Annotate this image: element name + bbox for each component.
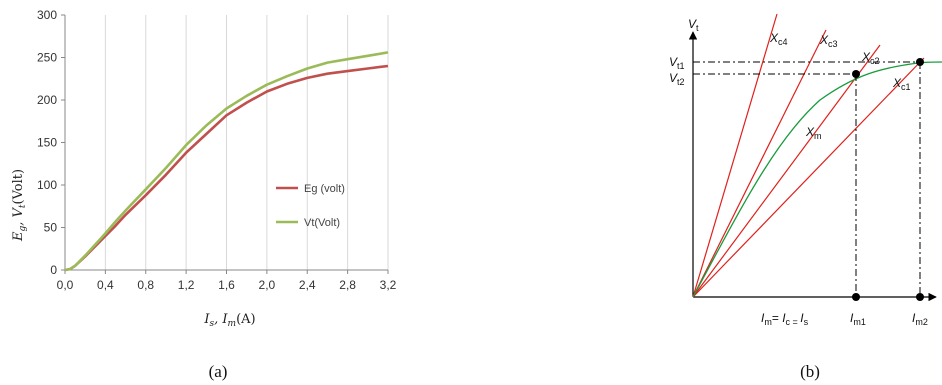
y-tick-label: 100 (37, 178, 57, 192)
chart-a-x-axis-title: Is, Im(A) (203, 312, 255, 329)
chart-a-axes (61, 14, 389, 274)
chart-a-series (64, 51, 389, 272)
label-im1: Im1 (850, 311, 866, 327)
chart-a-x-ticks: 0,0 0,4 0,8 1,2 1,6 2,0 2,4 2,8 3,2 (57, 278, 397, 292)
line-xc3 (692, 29, 827, 298)
x-tick-label: 1,2 (178, 278, 195, 292)
point-im2 (916, 293, 924, 301)
x-tick-label: 2,4 (299, 278, 316, 292)
y-tick-label: 0 (50, 263, 57, 277)
label-xc2: Xc2 (861, 50, 880, 66)
y-tick-label: 50 (44, 221, 58, 235)
x-tick-label: 2,8 (339, 278, 356, 292)
point-operating-1 (916, 58, 924, 66)
x-tick-label: 2,0 (259, 278, 276, 292)
chart-a-gridlines (64, 15, 389, 270)
series-line-vt (64, 51, 389, 272)
label-xc4: Xc4 (769, 31, 788, 47)
y-tick-label: 250 (37, 51, 57, 65)
label-xc1: Xc1 (892, 76, 911, 92)
chart-a-legend: Eg (volt) Vt(Volt) (276, 183, 345, 229)
chart-a-y-ticks: 0 50 100 150 200 250 300 (37, 8, 57, 277)
legend-label: Eg (volt) (304, 183, 345, 195)
y-tick-label: 200 (37, 93, 57, 107)
magnetization-chart: 0,0 0,4 0,8 1,2 1,6 2,0 2,4 2,8 3,2 0 50 100 150 200… (11, 8, 397, 381)
x-tick-label: 1,6 (218, 278, 235, 292)
label-xm: Xm (805, 125, 822, 141)
label-im2: Im2 (912, 311, 928, 327)
point-operating-2 (852, 70, 860, 78)
point-im1 (852, 293, 860, 301)
chart-a-y-axis-title: Eg, Vt(Volt) (11, 169, 28, 242)
y-tick-label: 150 (37, 136, 57, 150)
x-tick-label: 0,8 (137, 278, 154, 292)
line-xc1 (692, 57, 925, 298)
magnetization-curve-xm (692, 61, 942, 298)
legend-label: Vt(Volt) (304, 217, 340, 229)
chart-a-caption: (a) (209, 362, 228, 381)
chart-b-caption: (b) (800, 362, 820, 381)
y-tick-label: 300 (37, 8, 57, 22)
line-xc4 (692, 13, 778, 298)
x-tick-label: 0,0 (57, 278, 74, 292)
x-tick-label: 3,2 (380, 278, 397, 292)
label-vt1: Vt1 (669, 55, 685, 71)
label-vt-axis: Vt (688, 17, 699, 33)
label-vt2: Vt2 (669, 71, 685, 87)
label-x-axis: Im= Ic = Is (761, 311, 809, 327)
label-xc3: Xc3 (819, 33, 838, 49)
x-tick-label: 0,4 (97, 278, 114, 292)
line-xc2 (692, 44, 881, 298)
